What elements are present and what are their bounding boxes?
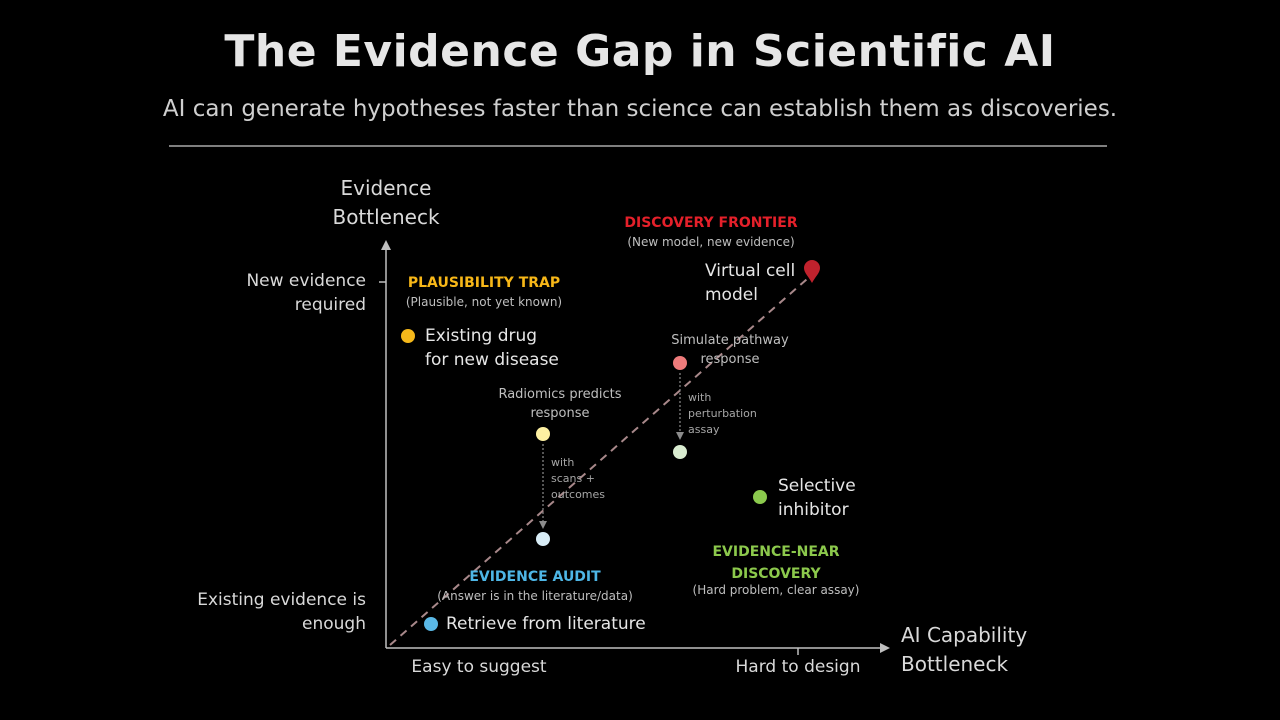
virtual-cell-pin-marker <box>804 260 820 283</box>
slide-title: The Evidence Gap in Scientific AI <box>224 26 1056 77</box>
existing-drug-point <box>401 329 415 343</box>
title-divider <box>169 145 1107 147</box>
evidence-audit-title: EVIDENCE AUDIT <box>469 569 601 585</box>
radiomics-after-point <box>536 532 550 546</box>
discovery-frontier-note: (New model, new evidence) <box>627 235 795 249</box>
x-tick-label-right: Hard to design <box>735 657 861 677</box>
radiomics-transition-label: with scans + outcomes <box>551 456 606 501</box>
existing-drug-label: Existing drug for new disease <box>425 326 559 370</box>
radiomics-point <box>536 427 550 441</box>
evidence-audit-note: (Answer is in the literature/data) <box>437 589 633 603</box>
selective-inhibitor-label: Selective inhibitor <box>778 476 856 520</box>
x-axis-title: AI Capability Bottleneck <box>901 623 1028 676</box>
slide-subtitle: AI can generate hypotheses faster than s… <box>162 96 1118 122</box>
evidence-near-title: EVIDENCE-NEAR DISCOVERY <box>712 544 840 582</box>
pathway-transition-label: with perturbation assay <box>688 391 757 436</box>
discovery-frontier-title: DISCOVERY FRONTIER <box>624 215 798 231</box>
y-tick-label-bottom: Existing evidence is enough <box>197 590 366 634</box>
virtual-cell-label: Virtual cell model <box>705 261 796 305</box>
selective-inhibitor-point <box>753 490 767 504</box>
simulate-pathway-point <box>673 356 687 370</box>
retrieve-point <box>424 617 438 631</box>
y-axis-title: Evidence Bottleneck <box>332 176 440 229</box>
plausibility-trap-title: PLAUSIBILITY TRAP <box>407 275 561 291</box>
retrieve-label: Retrieve from literature <box>446 614 646 634</box>
evidence-gap-diagonal <box>389 271 816 646</box>
plausibility-trap-note: (Plausible, not yet known) <box>405 295 563 309</box>
evidence-near-note: (Hard problem, clear assay) <box>692 583 860 597</box>
simulate-pathway-label: Simulate pathway response <box>671 333 789 367</box>
radiomics-label: Radiomics predicts response <box>498 387 622 421</box>
y-tick-label-top: New evidence required <box>246 271 366 315</box>
simulate-pathway-after-point <box>673 445 687 459</box>
x-tick-label-left: Easy to suggest <box>411 657 547 677</box>
